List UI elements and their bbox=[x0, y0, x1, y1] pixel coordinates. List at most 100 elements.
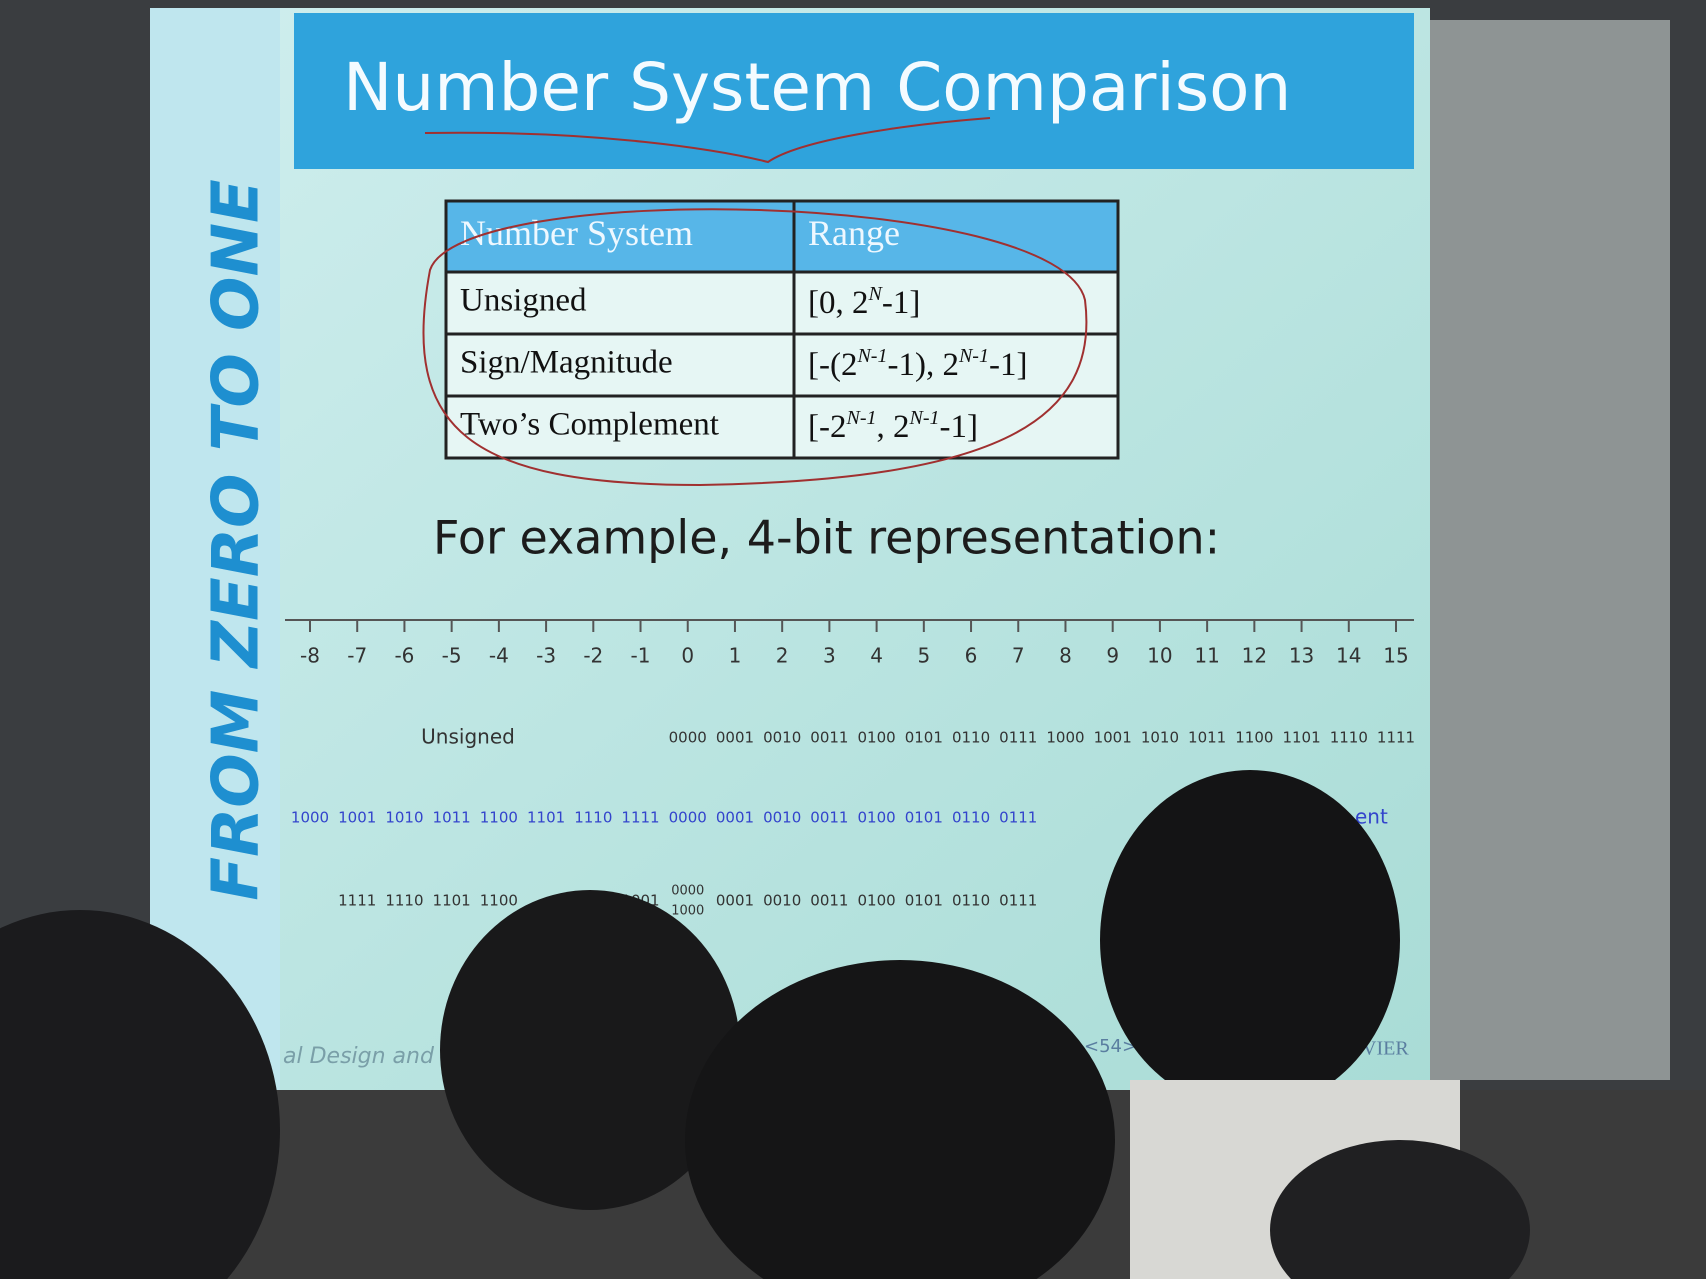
range-text: -1] bbox=[989, 347, 1027, 383]
table-range: [-2N-1, 2N-1-1] bbox=[808, 407, 978, 445]
tick-label: 5 bbox=[917, 644, 930, 668]
table-range: [0, 2N-1] bbox=[808, 283, 920, 321]
code: 1110 bbox=[574, 809, 612, 827]
code: 1000 bbox=[1046, 729, 1084, 747]
code: 0100 bbox=[858, 809, 896, 827]
range-text: [-2 bbox=[808, 409, 846, 445]
code: 0010 bbox=[763, 809, 801, 827]
code: 1010 bbox=[1141, 729, 1179, 747]
range-text: [-(2 bbox=[808, 347, 857, 383]
row-label: Unsigned bbox=[421, 725, 515, 749]
superscript: N bbox=[868, 283, 884, 305]
tick-label: 9 bbox=[1106, 644, 1119, 668]
footer-left: al Design and bbox=[283, 1044, 435, 1069]
tick-label: -6 bbox=[394, 644, 414, 668]
table-body-bg bbox=[446, 272, 1118, 458]
table-header-bg bbox=[446, 201, 1118, 272]
code: 0101 bbox=[905, 892, 943, 910]
code: 0111 bbox=[999, 729, 1037, 747]
footer-right: VIER bbox=[1362, 1038, 1409, 1060]
tick-label: -3 bbox=[536, 644, 556, 668]
side-text: FROM ZERO TO ONE bbox=[200, 179, 274, 901]
code: 0000 bbox=[671, 884, 704, 899]
ink-underline bbox=[424, 117, 991, 164]
code: 1100 bbox=[480, 892, 518, 910]
code: 1100 bbox=[480, 809, 518, 827]
tick-label: 8 bbox=[1059, 644, 1072, 668]
tick-label: 1 bbox=[729, 644, 742, 668]
table-header: Number System bbox=[460, 213, 693, 253]
code: 0001 bbox=[716, 809, 754, 827]
code: 0110 bbox=[952, 729, 990, 747]
person bbox=[1100, 770, 1400, 1110]
table-cell: Unsigned bbox=[460, 283, 587, 319]
superscript: N-1 bbox=[908, 407, 939, 429]
code: 0011 bbox=[810, 729, 848, 747]
tick-label: 3 bbox=[823, 644, 836, 668]
table-cell: Sign/Magnitude bbox=[460, 345, 673, 381]
code: 1100 bbox=[1235, 729, 1273, 747]
tick-label: 0 bbox=[681, 644, 694, 668]
range-text: -1), 2 bbox=[887, 347, 958, 383]
tick-label: 12 bbox=[1242, 644, 1267, 668]
tick-label: 13 bbox=[1289, 644, 1314, 668]
tick-label: 7 bbox=[1012, 644, 1025, 668]
code: 1011 bbox=[433, 809, 471, 827]
code: 1101 bbox=[527, 809, 565, 827]
code: 1010 bbox=[385, 809, 423, 827]
tick-label: 4 bbox=[870, 644, 883, 668]
table-border bbox=[444, 199, 1120, 460]
tick-label: 14 bbox=[1336, 644, 1361, 668]
code: 1000 bbox=[291, 809, 329, 827]
tick-label: -7 bbox=[347, 644, 367, 668]
code: 0100 bbox=[858, 729, 896, 747]
title-bar bbox=[294, 13, 1414, 169]
slide-title: Number System Comparison bbox=[343, 49, 1291, 126]
range-text: , 2 bbox=[876, 409, 909, 445]
code: 1001 bbox=[338, 809, 376, 827]
example-text: For example, 4-bit representation: bbox=[433, 511, 1220, 565]
range-text: -1] bbox=[939, 409, 977, 445]
code: 0010 bbox=[763, 729, 801, 747]
code: 0101 bbox=[905, 809, 943, 827]
code: 0010 bbox=[763, 892, 801, 910]
code: 1110 bbox=[385, 892, 423, 910]
person bbox=[1270, 1140, 1530, 1279]
code: 0111 bbox=[999, 892, 1037, 910]
code: 1110 bbox=[1330, 729, 1368, 747]
superscript: N-1 bbox=[845, 407, 876, 429]
code: 1111 bbox=[621, 809, 659, 827]
screen-edge bbox=[1420, 20, 1670, 1080]
tick-label: -2 bbox=[583, 644, 603, 668]
code: 1111 bbox=[338, 892, 376, 910]
code: 1000 bbox=[671, 904, 704, 919]
table-cell: Two’s Complement bbox=[460, 407, 719, 443]
code: 1101 bbox=[1282, 729, 1320, 747]
range-text: [0, 2 bbox=[808, 285, 869, 321]
table-range: [-(2N-1-1), 2N-1-1] bbox=[808, 345, 1027, 383]
tick-label: 15 bbox=[1383, 644, 1408, 668]
code: 0011 bbox=[810, 809, 848, 827]
tick-label: -1 bbox=[631, 644, 651, 668]
tick-label: -4 bbox=[489, 644, 509, 668]
footer-page: <54> bbox=[1084, 1036, 1137, 1057]
code: 1011 bbox=[1188, 729, 1226, 747]
tick-label: 11 bbox=[1194, 644, 1219, 668]
tick-label: 6 bbox=[965, 644, 978, 668]
person bbox=[440, 890, 740, 1210]
side-band bbox=[150, 8, 280, 1090]
tick-label: 2 bbox=[776, 644, 789, 668]
tick-label: -8 bbox=[300, 644, 320, 668]
code: 0000 bbox=[669, 809, 707, 827]
range-text: -1] bbox=[882, 285, 920, 321]
code: 1111 bbox=[1377, 729, 1415, 747]
person bbox=[0, 910, 280, 1279]
code: 0011 bbox=[810, 892, 848, 910]
code: 0110 bbox=[952, 892, 990, 910]
tick-label: 10 bbox=[1147, 644, 1172, 668]
code: 0001 bbox=[716, 729, 754, 747]
code: 0110 bbox=[952, 809, 990, 827]
superscript: N-1 bbox=[958, 345, 989, 367]
code: 1101 bbox=[433, 892, 471, 910]
